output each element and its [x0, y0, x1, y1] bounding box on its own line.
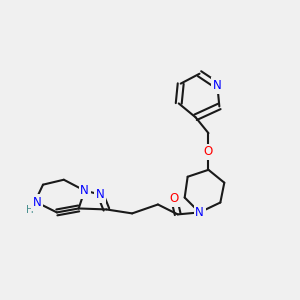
Text: N: N — [33, 196, 41, 209]
Text: H: H — [26, 206, 34, 215]
Text: N: N — [195, 206, 204, 219]
Text: O: O — [204, 146, 213, 158]
Text: N: N — [213, 79, 222, 92]
Text: O: O — [169, 192, 178, 205]
Text: N: N — [96, 188, 105, 201]
Text: N: N — [80, 184, 89, 197]
